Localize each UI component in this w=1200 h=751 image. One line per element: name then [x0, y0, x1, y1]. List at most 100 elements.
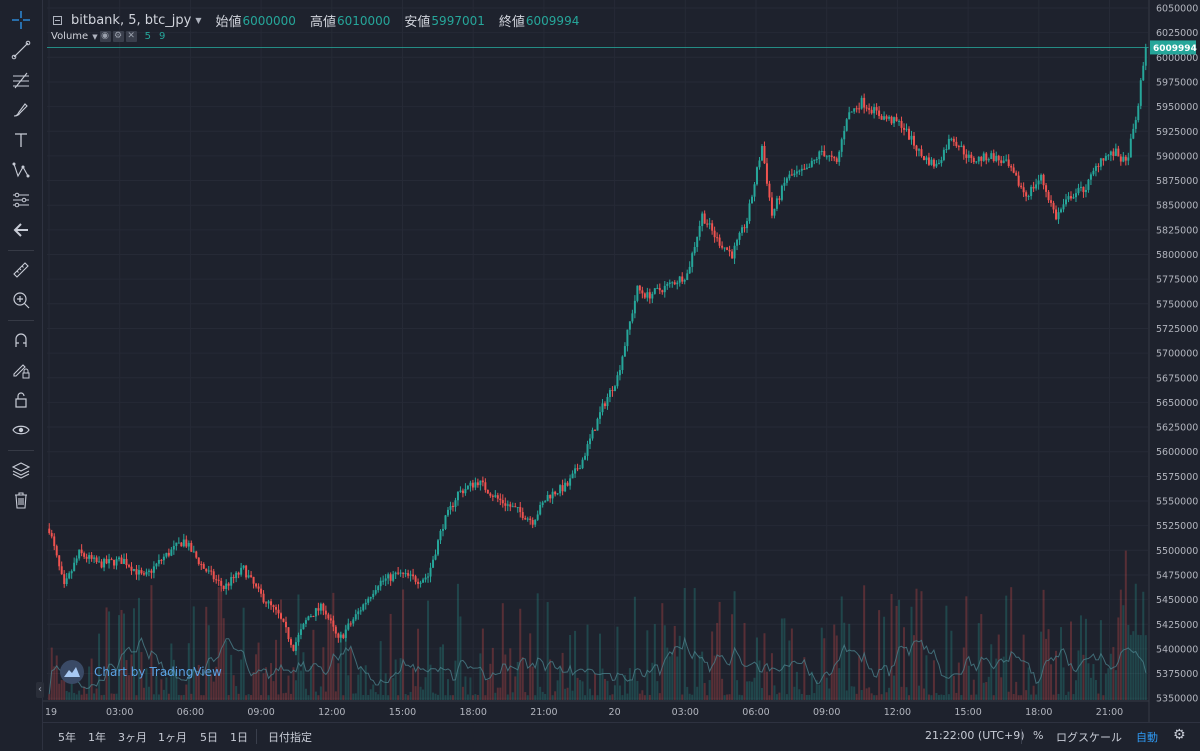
volume-bar [220, 591, 223, 700]
candle-body [793, 173, 796, 176]
candle-body [347, 623, 350, 630]
range-1y-button[interactable]: 1年 [88, 731, 106, 744]
volume-bar [770, 653, 773, 700]
candle-body [753, 184, 756, 197]
volume-bar [848, 623, 851, 700]
volume-label[interactable]: Volume [51, 31, 89, 42]
candle-body [479, 480, 482, 486]
candle-body [394, 572, 397, 575]
candle-body [299, 629, 302, 635]
text-icon[interactable] [0, 127, 42, 153]
volume-bar [818, 684, 821, 700]
candle-body [247, 575, 250, 578]
timezone-clock[interactable]: 21:22:00 (UTC+9) [925, 729, 1025, 742]
close-icon[interactable]: ✕ [125, 31, 137, 42]
trend-line-icon[interactable] [0, 37, 42, 63]
fib-icon[interactable] [0, 67, 42, 93]
price-axis-bg [1149, 0, 1200, 722]
auto-scale-button[interactable]: 自動 [1136, 731, 1158, 744]
volume-bar [997, 634, 1000, 700]
eye-icon[interactable]: ◉ [99, 31, 111, 42]
layers-icon[interactable] [0, 457, 42, 483]
candle-body [362, 604, 365, 611]
y-tick-label: 5975000 [1156, 77, 1198, 88]
candle-body [372, 593, 375, 597]
volume-bar [1099, 620, 1102, 700]
candle-body [461, 490, 464, 494]
range-3m-button[interactable]: 3ヶ月 [118, 731, 147, 744]
volume-bar [1055, 650, 1058, 700]
range-1d-button[interactable]: 1日 [230, 731, 248, 744]
volume-bar [464, 676, 467, 700]
volume-bar [113, 693, 116, 700]
candle-body [1117, 148, 1120, 157]
chevron-down-icon[interactable]: ▼ [195, 16, 202, 25]
volume-bar [987, 676, 990, 700]
volume-bar [105, 607, 108, 700]
candle-body [833, 156, 836, 159]
gear-icon[interactable]: ⚙ [1173, 727, 1186, 743]
volume-bar [967, 665, 970, 700]
volume-ma-line [48, 636, 1147, 695]
y-tick-label: 5550000 [1156, 497, 1198, 508]
candle-body [524, 518, 527, 520]
volume-bar [103, 694, 106, 700]
gear-icon[interactable]: ⚙ [112, 31, 124, 42]
candle-body [287, 627, 290, 640]
candle-body [539, 504, 542, 515]
zoom-in-icon[interactable] [0, 287, 42, 313]
candle-body [225, 583, 228, 590]
range-5y-button[interactable]: 5年 [58, 731, 76, 744]
candle-body [265, 602, 268, 604]
candlestick-chart[interactable]: 6050000 6025000 6000000 5975000 5950000 59250… [43, 0, 1200, 722]
candle-body [190, 542, 193, 552]
volume-bar [342, 695, 345, 700]
ruler-icon[interactable] [0, 257, 42, 283]
trash-icon[interactable] [0, 487, 42, 513]
candle-body [850, 111, 853, 113]
volume-bar [621, 695, 624, 700]
range-5d-button[interactable]: 5日 [200, 731, 218, 744]
volume-bar [250, 695, 253, 700]
prediction-icon[interactable] [0, 187, 42, 213]
close-label: 終値 [498, 15, 525, 30]
chart-area[interactable]: 6050000 6025000 6000000 5975000 5950000 59250… [43, 0, 1200, 750]
toolbar-collapse-icon[interactable]: ‹ [36, 682, 44, 698]
volume-bar [476, 694, 479, 700]
range-1m-button[interactable]: 1ヶ月 [158, 731, 187, 744]
lock-drawing-icon[interactable] [0, 357, 42, 383]
crosshair-icon[interactable] [0, 7, 42, 33]
volume-bar [471, 695, 474, 700]
pattern-icon[interactable] [0, 157, 42, 183]
eye-icon[interactable] [0, 417, 42, 443]
y-tick-label: 5350000 [1156, 694, 1198, 705]
candle-body [746, 221, 749, 229]
candle-body [257, 586, 260, 589]
lock-icon[interactable] [0, 387, 42, 413]
log-scale-button[interactable]: ログスケール [1056, 731, 1122, 744]
candle-body [118, 557, 121, 560]
volume-bar [100, 695, 103, 700]
goto-date-button[interactable]: 日付指定 [268, 731, 312, 744]
chevron-down-icon[interactable]: ▼ [92, 32, 98, 41]
percent-button[interactable]: % [1033, 729, 1044, 742]
magnet-icon[interactable] [0, 327, 42, 353]
volume-bar [863, 585, 866, 700]
candle-body [845, 119, 848, 131]
brush-icon[interactable] [0, 97, 42, 123]
back-arrow-icon[interactable] [0, 217, 42, 243]
volume-bar [506, 694, 509, 700]
symbol-label[interactable]: bitbank, 5, btc_jpy [71, 13, 192, 28]
candle-body [900, 120, 903, 128]
candle-body [407, 573, 410, 576]
volume-bar [304, 688, 307, 700]
legend-collapse-icon[interactable] [53, 16, 62, 25]
candle-body [384, 578, 387, 581]
candle-body [733, 245, 736, 259]
tradingview-watermark[interactable]: Chart by TradingView [60, 660, 222, 684]
candle-body [917, 149, 920, 151]
volume-bar [180, 695, 183, 700]
candle-body [663, 285, 666, 293]
x-tick-label: 15:00 [389, 707, 416, 718]
candle-body [626, 329, 629, 347]
